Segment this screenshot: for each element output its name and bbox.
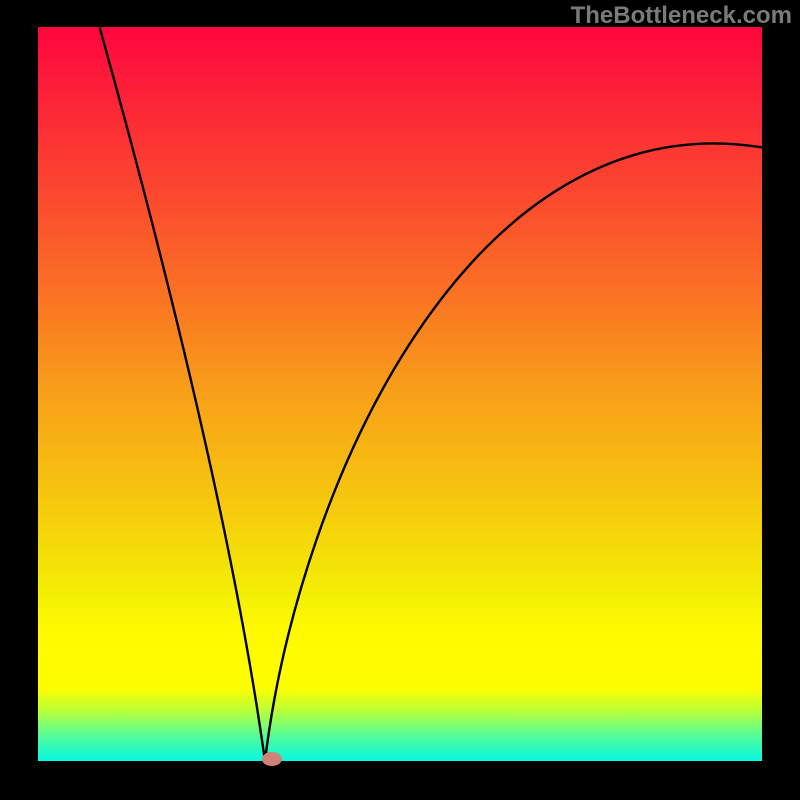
curve-min-marker	[262, 752, 282, 766]
chart-svg	[0, 0, 800, 800]
plot-background	[38, 27, 762, 761]
chart-container: TheBottleneck.com	[0, 0, 800, 800]
watermark-text: TheBottleneck.com	[571, 2, 792, 30]
